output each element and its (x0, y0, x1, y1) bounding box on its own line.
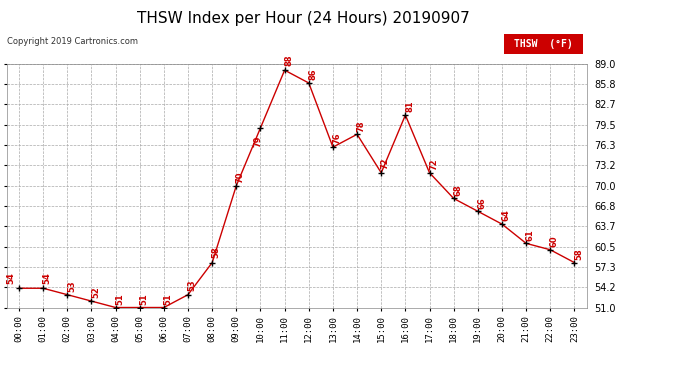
Text: 52: 52 (91, 286, 100, 298)
Text: THSW Index per Hour (24 Hours) 20190907: THSW Index per Hour (24 Hours) 20190907 (137, 11, 470, 26)
Text: 54: 54 (43, 272, 52, 284)
Text: 54: 54 (6, 272, 15, 284)
Text: 51: 51 (139, 293, 148, 305)
Text: 79: 79 (253, 136, 262, 147)
Text: 66: 66 (477, 197, 486, 208)
Text: 78: 78 (357, 120, 366, 132)
Text: 53: 53 (188, 279, 197, 291)
Text: 68: 68 (453, 184, 462, 196)
Text: 81: 81 (405, 100, 414, 112)
Text: 88: 88 (284, 54, 293, 66)
Text: 51: 51 (164, 293, 172, 305)
Text: 58: 58 (212, 247, 221, 258)
Text: THSW  (°F): THSW (°F) (514, 39, 573, 49)
Text: 76: 76 (333, 133, 342, 144)
Text: Copyright 2019 Cartronics.com: Copyright 2019 Cartronics.com (7, 38, 138, 46)
Text: 72: 72 (381, 157, 390, 169)
Text: 72: 72 (429, 158, 438, 170)
Text: 53: 53 (67, 280, 76, 292)
Text: 58: 58 (574, 248, 583, 260)
Text: 64: 64 (502, 210, 511, 221)
Text: 86: 86 (308, 69, 317, 80)
Text: 60: 60 (550, 236, 559, 247)
Text: 61: 61 (526, 229, 535, 241)
Text: 70: 70 (236, 171, 245, 183)
Text: 51: 51 (115, 293, 124, 305)
